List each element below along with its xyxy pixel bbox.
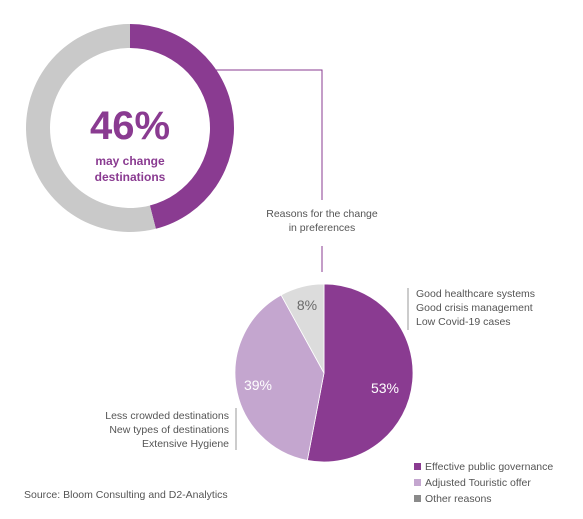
connector-line	[214, 69, 323, 200]
legend-swatch-touristic	[414, 479, 421, 486]
legend-label-governance: Effective public governance	[425, 461, 553, 473]
annotation-right-3: Low Covid-19 cases	[416, 316, 511, 328]
donut-chart	[26, 24, 235, 232]
pie-slice-touristic	[234, 294, 325, 461]
legend-label-other: Other reasons	[425, 493, 492, 505]
pie-label-other: 8%	[297, 297, 317, 313]
reasons-title-line1: Reasons for the change	[266, 208, 378, 220]
legend-swatch-governance	[414, 463, 421, 470]
legend-label-touristic: Adjusted Touristic offer	[425, 477, 531, 489]
donut-subtitle-line1: may change	[95, 154, 165, 168]
annotation-left-2: New types of destinations	[109, 424, 229, 436]
pie-slice-governance	[306, 283, 414, 463]
annotation-left-1: Less crowded destinations	[105, 410, 229, 422]
annotation-right-2: Good crisis management	[416, 302, 533, 314]
legend: Effective public governance Adjusted Tou…	[414, 461, 553, 505]
annotation-right-1: Good healthcare systems	[416, 288, 535, 300]
donut-segment-other	[26, 24, 156, 232]
annotation-left-3: Extensive Hygiene	[142, 438, 229, 450]
pie-label-touristic: 39%	[244, 377, 272, 393]
pie-chart	[234, 283, 414, 463]
donut-subtitle-line2: destinations	[95, 170, 166, 184]
source-note: Source: Bloom Consulting and D2-Analytic…	[24, 489, 228, 501]
reasons-title-line2: in preferences	[289, 222, 356, 234]
donut-segment-change	[130, 24, 235, 229]
legend-swatch-other	[414, 495, 421, 502]
donut-value-label: 46%	[90, 104, 170, 148]
pie-slice-other	[280, 283, 325, 374]
pie-label-governance: 53%	[371, 380, 399, 396]
